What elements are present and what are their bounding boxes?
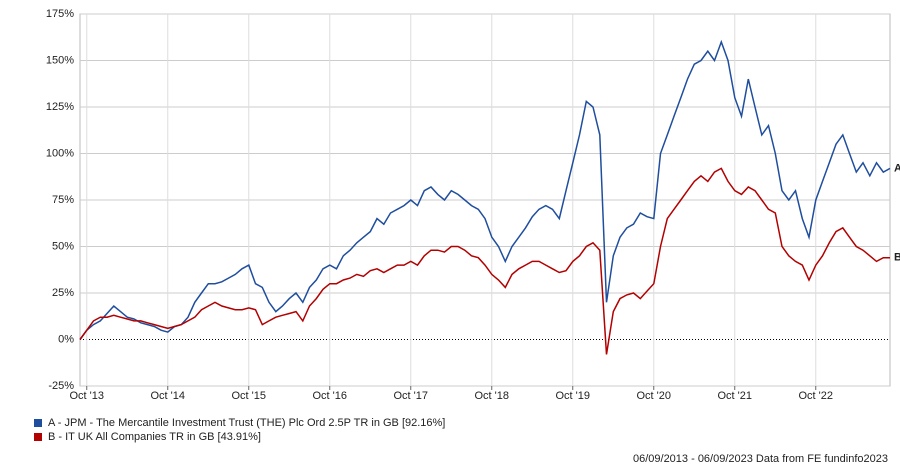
series-line — [79, 167, 890, 355]
x-tick-label: Oct '16 — [312, 390, 347, 402]
x-tick-label: Oct '17 — [393, 390, 428, 402]
y-tick-label: 150% — [46, 54, 74, 66]
y-tick-label: 125% — [46, 101, 74, 113]
y-tick-label: 75% — [52, 194, 74, 206]
y-tick-label: -25% — [48, 380, 74, 392]
x-tick-label: Oct '15 — [231, 390, 266, 402]
y-tick-label: 0% — [58, 333, 74, 345]
x-tick-label: Oct '20 — [636, 390, 671, 402]
x-tick-label: Oct '21 — [717, 390, 752, 402]
legend-label: A - JPM - The Mercantile Investment Trus… — [48, 417, 445, 429]
y-tick-label: 175% — [46, 8, 74, 20]
x-tick-label: Oct '14 — [150, 390, 185, 402]
legend-swatch — [34, 433, 42, 441]
y-tick-label: 50% — [52, 240, 74, 252]
end-label: B — [894, 252, 900, 264]
end-label: A — [894, 162, 900, 174]
y-tick-label: 25% — [52, 287, 74, 299]
x-tick-label: Oct '18 — [474, 390, 509, 402]
x-tick-label: Oct '13 — [69, 390, 104, 402]
series-line — [79, 39, 891, 340]
legend-swatch — [34, 419, 42, 427]
footer: 06/09/2013 - 06/09/2023 Data from FE fun… — [633, 453, 888, 465]
x-tick-label: Oct '22 — [798, 390, 833, 402]
legend-label: B - IT UK All Companies TR in GB [43.91%… — [48, 431, 261, 443]
x-tick-label: Oct '19 — [555, 390, 590, 402]
y-tick-label: 100% — [46, 147, 74, 159]
